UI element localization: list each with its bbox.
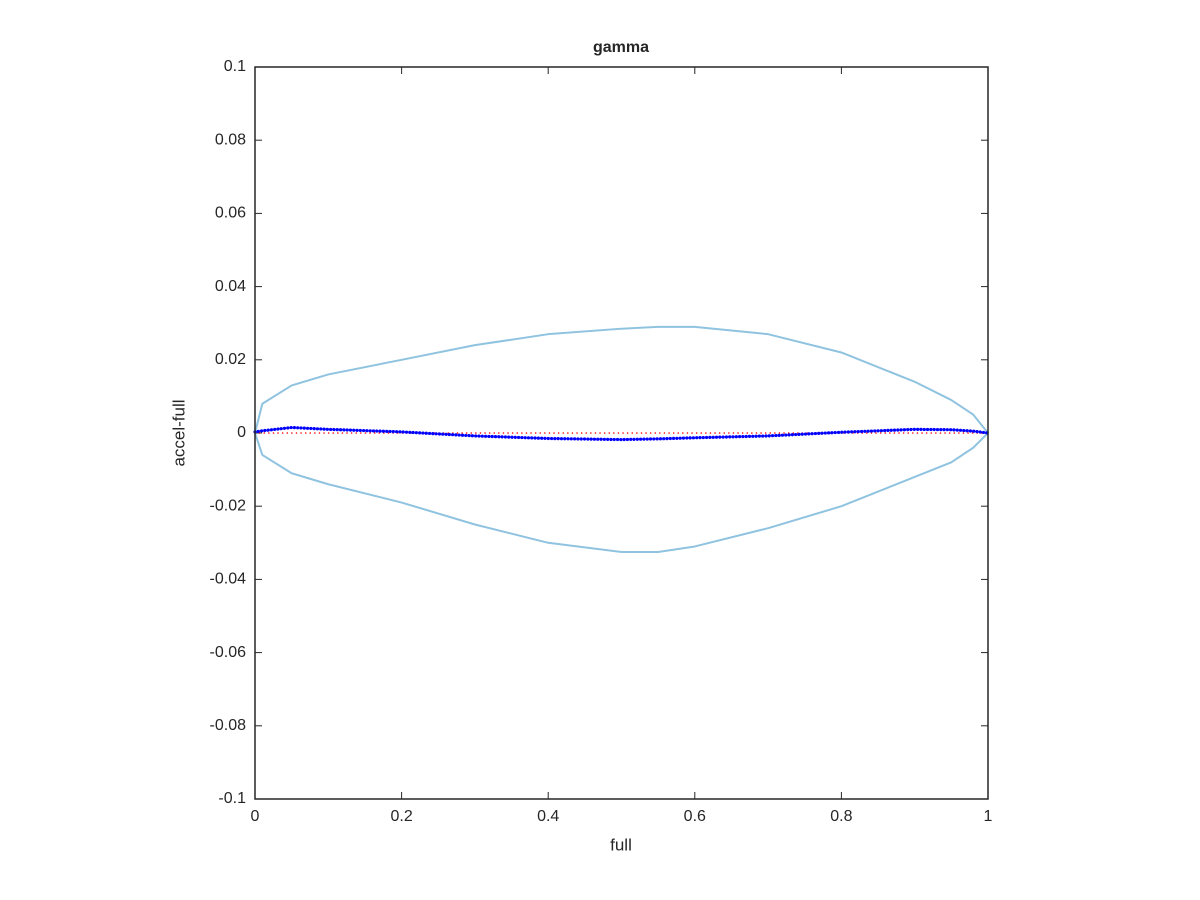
y-tick-label: 0.02	[215, 351, 246, 368]
x-axis-label: full	[610, 835, 632, 854]
series-line	[253, 425, 990, 442]
y-tick-label: -0.08	[210, 717, 247, 734]
y-tick-label: -0.02	[210, 497, 247, 514]
y-tick-label: 0.1	[224, 58, 246, 75]
chart-title: gamma	[593, 39, 649, 56]
plot-frame	[254, 66, 989, 800]
y-tick-label: 0.08	[215, 131, 246, 148]
y-axis-label: accel-full	[169, 399, 188, 466]
y-tick-label: -0.1	[218, 790, 246, 807]
x-tick-label: 0.8	[830, 808, 852, 825]
y-tick-label: 0.04	[215, 278, 246, 295]
x-tick-label: 0.6	[684, 808, 706, 825]
x-tick-label: 1	[984, 808, 993, 825]
x-tick-label: 0.2	[390, 808, 412, 825]
x-tick-label: 0.4	[537, 808, 559, 825]
series-line	[254, 432, 989, 553]
y-tick-label: 0	[237, 424, 246, 441]
y-tick-label: -0.06	[210, 644, 247, 661]
x-tick-label: 0	[251, 808, 260, 825]
y-tick-label: -0.04	[210, 571, 247, 588]
y-tick-label: 0.06	[215, 205, 246, 222]
series-line	[254, 325, 989, 434]
